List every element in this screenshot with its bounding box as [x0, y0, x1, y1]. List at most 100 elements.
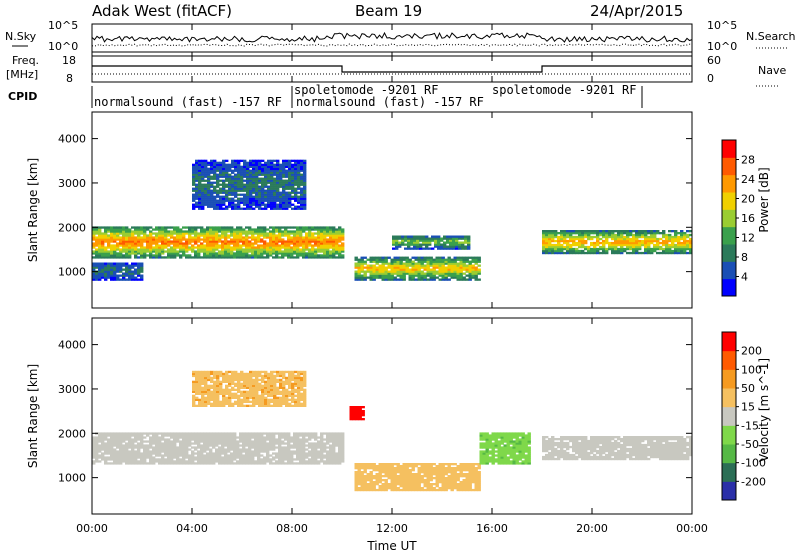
heatmap-cell — [194, 438, 198, 441]
heatmap-cell — [216, 161, 220, 164]
heatmap-cell — [146, 452, 150, 455]
heatmap-cell — [95, 440, 99, 443]
heatmap-cell — [197, 248, 201, 251]
heatmap-cell — [267, 402, 271, 405]
heatmap-cell — [432, 278, 436, 281]
heatmap-cell — [267, 169, 271, 172]
heatmap-cell — [225, 376, 229, 380]
heatmap-cell — [326, 456, 330, 459]
heatmap-cell — [195, 374, 199, 378]
heatmap-cell — [270, 181, 274, 184]
heatmap-cell — [231, 175, 235, 178]
heatmap-cell — [413, 245, 417, 248]
heatmap-cell — [249, 181, 253, 184]
heatmap-cell — [195, 380, 199, 383]
heatmap-cell — [459, 264, 463, 267]
heatmap-cell — [387, 274, 391, 277]
heatmap-cell — [237, 159, 241, 162]
heatmap-cell — [209, 444, 213, 447]
heatmap-cell — [215, 242, 219, 245]
heatmap-cell — [279, 193, 283, 196]
heatmap-cell — [335, 256, 339, 259]
heatmap-cell — [221, 456, 225, 459]
noise-search-trace — [91, 43, 693, 47]
velocity-heatmap — [92, 370, 693, 492]
heatmap-cell — [288, 165, 292, 168]
heatmap-cell — [264, 191, 268, 194]
heatmap-cell — [311, 232, 315, 235]
heatmap-cell — [122, 446, 126, 449]
heatmap-cell — [264, 169, 268, 172]
heatmap-cell — [173, 242, 177, 245]
heatmap-cell — [252, 177, 256, 180]
heatmap-cell — [674, 249, 678, 253]
heatmap-cell — [462, 260, 466, 263]
heatmap-cell — [233, 434, 237, 437]
heatmap-cell — [308, 436, 312, 439]
heatmap-cell — [287, 246, 291, 249]
heatmap-cell — [185, 454, 189, 457]
heatmap-cell — [650, 232, 654, 235]
heatmap-cell — [116, 432, 120, 435]
heatmap-cell — [210, 191, 214, 194]
heatmap-cell — [402, 270, 406, 273]
heatmap-cell — [194, 448, 198, 451]
heatmap-cell — [257, 252, 261, 255]
heatmap-cell — [335, 434, 339, 437]
heatmap-cell — [257, 462, 261, 465]
heatmap-cell — [689, 247, 693, 251]
heatmap-cell — [423, 272, 427, 275]
heatmap-cell — [447, 256, 451, 259]
heatmap-cell — [369, 258, 373, 261]
heatmap-cell — [300, 161, 304, 164]
heatmap-cell — [296, 448, 300, 451]
heatmap-cell — [293, 458, 297, 461]
heatmap-cell — [125, 256, 129, 259]
heatmap-cell — [287, 434, 291, 437]
heatmap-cell — [128, 250, 132, 253]
heatmap-cell — [110, 270, 114, 273]
heatmap-cell — [149, 454, 153, 457]
heatmap-cell — [545, 241, 549, 245]
heatmap-cell — [149, 242, 153, 245]
heatmap-cell — [176, 250, 180, 253]
heatmap-cell — [581, 249, 585, 253]
heatmap-cell — [384, 270, 388, 273]
heatmap-cell — [203, 244, 207, 247]
heatmap-cell — [239, 462, 243, 465]
heatmap-cell — [137, 256, 141, 259]
heatmap-cell — [125, 262, 129, 265]
heatmap-cell — [438, 270, 442, 273]
heatmap-cell — [170, 442, 174, 445]
heatmap-cell — [381, 272, 385, 275]
heatmap-cell — [255, 390, 259, 393]
heatmap-cell — [176, 450, 180, 453]
heatmap-cell — [237, 187, 241, 190]
heatmap-cell — [297, 169, 301, 172]
heatmap-cell — [429, 260, 433, 263]
heatmap-cell — [218, 254, 222, 257]
heatmap-cell — [140, 434, 144, 437]
heatmap-cell — [242, 242, 246, 245]
heatmap-cell — [137, 270, 141, 273]
heatmap-cell — [164, 232, 168, 235]
heatmap-cell — [320, 240, 324, 243]
heatmap-cell — [125, 238, 129, 241]
heatmap-cell — [249, 165, 253, 168]
heatmap-cell — [224, 230, 228, 233]
heatmap-cell — [137, 448, 141, 451]
cpid-mode-1: normalsound (fast) -157 RF — [94, 95, 282, 109]
heatmap-cell — [317, 234, 321, 237]
heatmap-cell — [449, 237, 453, 240]
heatmap-cell — [92, 442, 96, 445]
heatmap-cell — [92, 440, 96, 443]
heatmap-cell — [113, 268, 117, 271]
heatmap-cell — [198, 181, 202, 184]
heatmap-cell — [210, 197, 214, 200]
heatmap-cell — [255, 197, 259, 200]
heatmap-cell — [249, 396, 253, 399]
heatmap-cell — [113, 234, 117, 237]
heatmap-cell — [260, 462, 264, 465]
heatmap-cell — [677, 239, 681, 243]
heatmap-cell — [195, 372, 199, 376]
